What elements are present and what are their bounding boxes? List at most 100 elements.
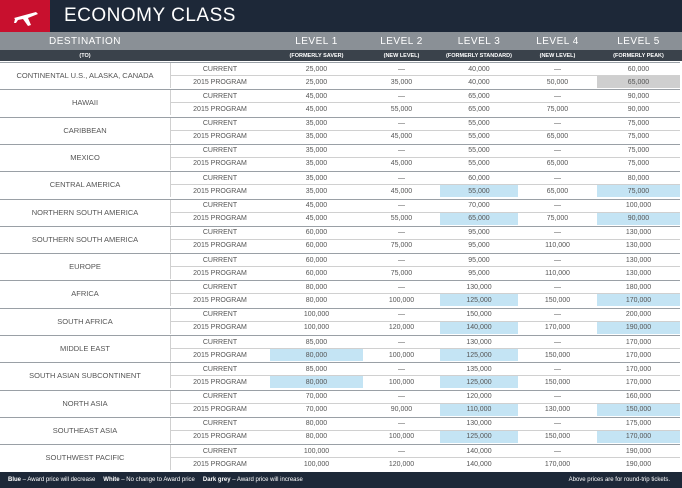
price: 150,000 <box>544 296 571 304</box>
price: — <box>554 365 561 373</box>
price: — <box>554 447 561 455</box>
price: 125,000 <box>440 349 518 361</box>
group-separator <box>0 307 680 309</box>
group-separator <box>0 143 680 145</box>
price: 70,000 <box>468 202 490 209</box>
program-label: CURRENT <box>202 92 238 100</box>
price: 95,000 <box>468 242 490 250</box>
price: 85,000 <box>305 338 328 346</box>
group-separator <box>0 171 680 173</box>
price: 90,000 <box>597 212 680 225</box>
column-subheader: (NEW LEVEL) <box>539 52 576 59</box>
destination: EUROPE <box>69 262 101 272</box>
row-divider <box>170 375 680 377</box>
price: — <box>554 393 561 401</box>
row-divider <box>170 348 680 349</box>
price: 170,000 <box>625 338 652 346</box>
price: 70,000 <box>305 406 328 414</box>
price: 60,000 <box>305 242 328 250</box>
price: — <box>398 338 405 346</box>
price: 80,000 <box>305 420 328 428</box>
group-separator <box>0 89 680 91</box>
program-label: 2015 PROGRAM <box>193 160 247 168</box>
price: 135,000 <box>466 365 492 373</box>
price: 40,000 <box>468 78 490 86</box>
price: 130,000 <box>544 406 571 414</box>
price: 45,000 <box>305 215 328 222</box>
price: 35,000 <box>305 120 328 128</box>
price: — <box>554 229 561 237</box>
price: 75,000 <box>627 147 650 155</box>
price: 55,000 <box>468 147 490 155</box>
price: 75,000 <box>390 242 413 250</box>
price: 25,000 <box>305 65 328 73</box>
column-header: LEVEL 3 <box>457 35 501 47</box>
price: 35,000 <box>305 187 328 195</box>
price: 110,000 <box>545 269 570 277</box>
legend-item: Blue – Award price will decrease <box>8 477 95 483</box>
price: 65,000 <box>546 160 569 168</box>
program-label: 2015 PROGRAM <box>193 351 247 359</box>
legend-item: White – No change to Award price <box>103 477 195 483</box>
column-divider <box>170 308 171 334</box>
column-subheader: (TO) <box>79 52 91 59</box>
price: 55,000 <box>468 120 490 128</box>
row-divider <box>170 457 680 459</box>
group-separator <box>0 389 680 391</box>
plane-icon <box>14 12 38 26</box>
subheader-row <box>0 50 682 61</box>
price: 75,000 <box>390 269 413 277</box>
price: 80,000 <box>305 433 328 441</box>
group-separator <box>0 62 680 63</box>
price: — <box>554 283 561 291</box>
price: 35,000 <box>305 147 328 155</box>
price: 60,000 <box>627 65 650 73</box>
program-label: 2015 PROGRAM <box>193 406 247 414</box>
legend-item: Dark grey – Award price will increase <box>203 477 303 483</box>
price: 45,000 <box>305 105 328 113</box>
price: 130,000 <box>625 242 652 250</box>
price: 55,000 <box>468 160 490 168</box>
price: 75,000 <box>546 105 569 113</box>
program-label: 2015 PROGRAM <box>193 133 247 141</box>
row-divider <box>170 320 680 322</box>
price: 75,000 <box>627 160 650 168</box>
destination: SOUTHEAST ASIA <box>52 425 118 435</box>
price: 150,000 <box>597 403 680 416</box>
price: 60,000 <box>468 174 490 182</box>
price: 110,000 <box>545 242 570 250</box>
price: — <box>398 283 405 291</box>
price: 55,000 <box>468 133 490 141</box>
price: 45,000 <box>390 160 413 168</box>
row-divider <box>170 75 680 76</box>
price: 100,000 <box>388 433 415 441</box>
price: 75,000 <box>597 185 680 198</box>
legend-text: – Award price will decrease <box>21 477 96 483</box>
column-header: LEVEL 5 <box>617 35 660 47</box>
price: 80,000 <box>305 283 328 291</box>
legend-text: – Award price will increase <box>230 477 303 483</box>
column-divider <box>170 390 171 416</box>
price: 130,000 <box>466 338 492 346</box>
price: 80,000 <box>305 296 328 304</box>
price: 170,000 <box>625 378 652 386</box>
price: 95,000 <box>468 269 490 277</box>
price: 55,000 <box>390 215 413 222</box>
price: 50,000 <box>546 78 569 86</box>
destination: SOUTHWEST PACIFIC <box>45 453 125 463</box>
price: 120,000 <box>388 324 415 332</box>
program-label: 2015 PROGRAM <box>193 215 247 222</box>
price: 60,000 <box>305 269 328 277</box>
destination: CARIBBEAN <box>63 125 107 135</box>
legend: Blue – Award price will decrease White – … <box>8 472 311 488</box>
price: — <box>554 65 561 73</box>
row-divider <box>170 129 680 131</box>
price: 130,000 <box>466 283 492 291</box>
program-label: 2015 PROGRAM <box>193 269 247 277</box>
group-separator <box>0 444 680 446</box>
price: 100,000 <box>388 351 415 359</box>
group-separator <box>0 335 680 336</box>
program-label: 2015 PROGRAM <box>193 242 247 250</box>
price: — <box>398 393 405 401</box>
